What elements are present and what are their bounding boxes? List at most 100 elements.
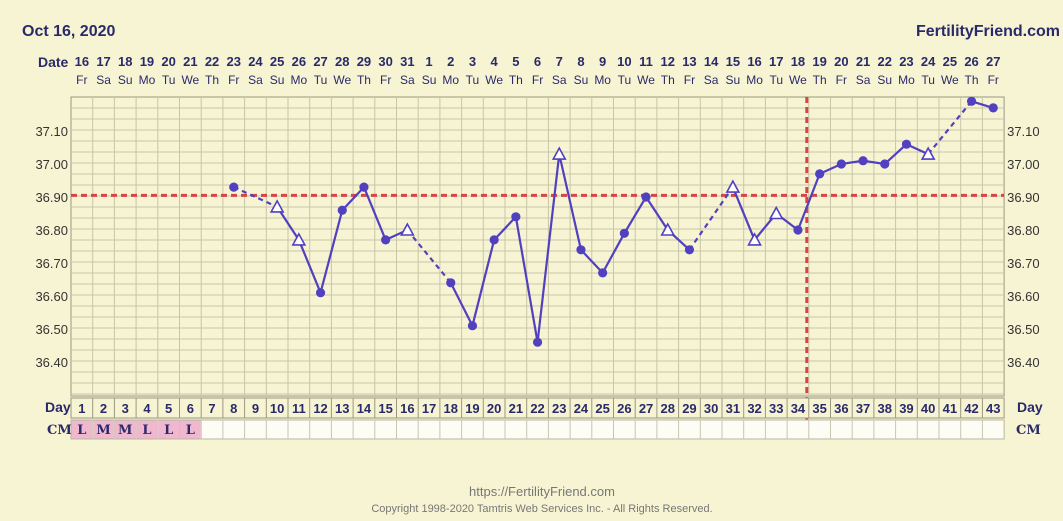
temp-segment: [493, 216, 517, 241]
cycle-day-number: 29: [682, 401, 696, 416]
weekday-label: Sa: [96, 73, 111, 87]
cycle-day-number: 5: [165, 401, 172, 416]
date-number: 16: [75, 54, 89, 69]
cycle-day-number: 11: [292, 401, 306, 416]
temp-segment: [601, 232, 626, 274]
temp-segment: [580, 249, 604, 274]
date-number: 23: [227, 54, 241, 69]
y-tick-label-right: 36.50: [1007, 322, 1040, 337]
date-number: 14: [704, 54, 719, 69]
temp-point-open: [269, 199, 285, 213]
weekday-label: Mo: [442, 73, 459, 87]
cycle-day-number: 12: [313, 401, 327, 416]
y-axis-ticks: 37.10 37.10 37.00 37.00 36.90 36.90 36.80 36.80…: [35, 124, 1039, 370]
temp-segment: [514, 216, 539, 343]
temp-point: [467, 321, 478, 331]
cycle-day-number: 20: [487, 401, 501, 416]
temp-point-open: [768, 205, 784, 220]
temp-segment: [688, 186, 734, 251]
temp-segment: [362, 186, 387, 241]
temp-point: [815, 169, 825, 179]
y-tick-label: 37.00: [35, 157, 68, 172]
date-number: 31: [400, 54, 414, 69]
temp-point: [836, 159, 846, 169]
temp-point-open: [551, 146, 567, 160]
temp-point: [901, 139, 912, 149]
weekday-label: Tu: [618, 73, 632, 87]
weekday-label: Su: [422, 73, 437, 87]
weekday-label: Th: [509, 73, 523, 87]
temp-point: [793, 225, 803, 235]
temperature-grid: [70, 96, 1005, 397]
weekday-label: We: [637, 73, 655, 87]
cm-cell: [71, 420, 93, 439]
temp-point: [359, 182, 369, 192]
date-number: 10: [617, 54, 631, 69]
weekday-label: Mo: [898, 73, 915, 87]
footer-url[interactable]: https://FertilityFriend.com: [469, 484, 615, 499]
temp-segment: [449, 282, 474, 327]
date-axis: 16Fr17Sa18Su19Mo20Tu21We22Th23Fr24Sa25Su…: [75, 54, 1001, 87]
temp-segment: [731, 186, 756, 241]
date-number: 21: [183, 54, 197, 69]
temp-point: [880, 159, 890, 169]
date-number: 16: [747, 54, 761, 69]
date-number: 26: [964, 54, 978, 69]
date-number: 8: [577, 54, 584, 69]
cycle-day-number: 3: [122, 401, 129, 416]
cycle-day-number: 36: [834, 401, 848, 416]
y-tick-label: 36.70: [35, 256, 68, 271]
cycle-day-number: 23: [552, 401, 566, 416]
weekday-label: Fr: [532, 73, 543, 87]
date-number: 27: [986, 54, 1000, 69]
date-number: 22: [205, 54, 219, 69]
y-tick-label: 36.60: [35, 289, 68, 304]
temp-point: [532, 337, 543, 347]
date-number: 22: [878, 54, 892, 69]
date-number: 24: [248, 54, 263, 69]
cycle-day-number: 42: [964, 401, 978, 416]
cycle-day-number: 22: [530, 401, 544, 416]
cm-cell: [136, 420, 158, 439]
weekday-label: Tu: [921, 73, 935, 87]
day-row-label: Day: [45, 399, 71, 415]
cycle-day-number: 2: [100, 401, 107, 416]
date-number: 19: [812, 54, 826, 69]
temp-point: [619, 228, 629, 238]
cm-value: L: [164, 423, 173, 438]
y-tick-label: 36.50: [35, 322, 68, 337]
date-number: 24: [921, 54, 936, 69]
y-tick-label-right: 36.40: [1007, 355, 1040, 370]
cycle-day-number: 38: [878, 401, 892, 416]
temp-point: [576, 245, 586, 255]
cycle-day-number: 18: [444, 401, 458, 416]
date-number: 30: [378, 54, 392, 69]
weekday-label: We: [485, 73, 503, 87]
footer-copyright: Copyright 1998-2020 Tamtris Web Services…: [371, 503, 712, 515]
weekday-label: Tu: [314, 73, 328, 87]
date-number: 18: [791, 54, 805, 69]
weekday-label: Mo: [291, 73, 308, 87]
date-title: Oct 16, 2020: [22, 23, 116, 40]
weekday-label: Su: [877, 73, 892, 87]
cycle-day-number: 31: [726, 401, 740, 416]
temp-point: [966, 96, 977, 106]
cycle-day-number: 27: [639, 401, 653, 416]
temp-point: [446, 278, 456, 288]
weekday-label: We: [181, 73, 199, 87]
date-number: 18: [118, 54, 132, 69]
cycle-day-number: 41: [943, 401, 957, 416]
temp-point: [337, 205, 347, 215]
cm-cell: [114, 420, 136, 439]
y-tick-label-right: 36.60: [1007, 289, 1040, 304]
date-number: 17: [96, 54, 110, 69]
temp-point: [641, 192, 651, 202]
cycle-day-number: 6: [187, 401, 194, 416]
date-number: 12: [661, 54, 675, 69]
weekday-label: Tu: [769, 73, 783, 87]
cycle-day-number: 28: [661, 401, 675, 416]
weekday-label: Tu: [162, 73, 176, 87]
date-number: 4: [491, 54, 499, 69]
